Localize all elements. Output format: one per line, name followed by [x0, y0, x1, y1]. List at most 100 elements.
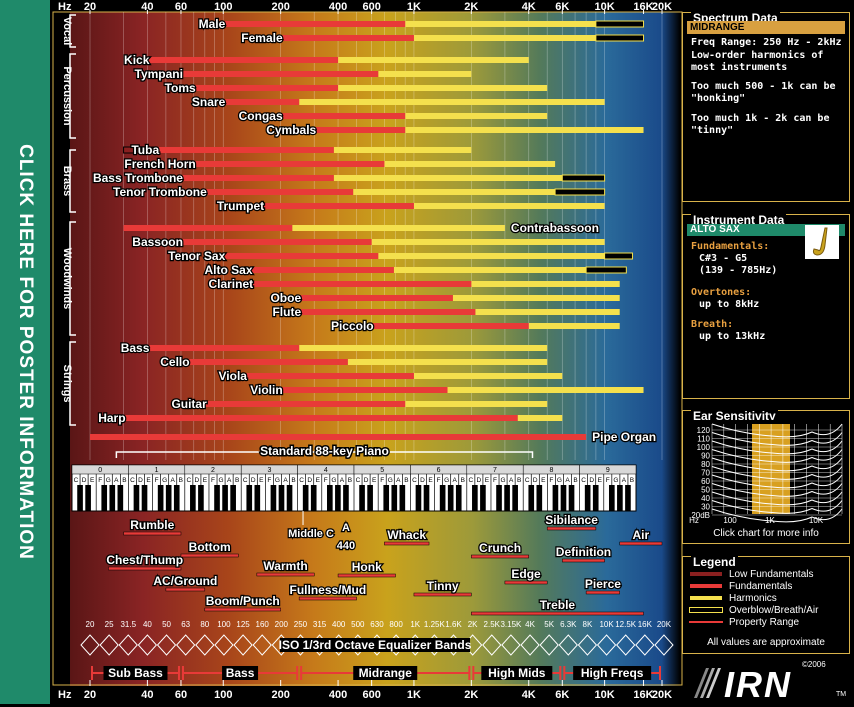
instrument-row-piccolo[interactable]: Piccolo: [330, 318, 620, 334]
iso-band-shape[interactable]: [482, 634, 502, 656]
instrument-label[interactable]: Bassoon: [131, 234, 184, 251]
property-range-bar[interactable]: [504, 580, 548, 585]
property-label[interactable]: Honk: [351, 559, 384, 576]
instrument-row-snare[interactable]: Snare: [191, 94, 605, 110]
property-range-bar[interactable]: [546, 526, 597, 531]
instrument-label[interactable]: Tenor Trombone: [112, 184, 209, 201]
instrument-row-tenor-trombone[interactable]: Tenor Trombone: [112, 184, 606, 201]
instrument-row-bassoon[interactable]: Bassoon: [131, 234, 605, 251]
property-range-bar[interactable]: [562, 558, 605, 563]
iso-band-shape[interactable]: [558, 634, 578, 656]
instrument-label[interactable]: Pipe Organ: [591, 429, 658, 446]
property-label[interactable]: Crunch: [478, 540, 523, 557]
instrument-label[interactable]: Guitar: [170, 396, 208, 413]
harmonics-bar[interactable]: [378, 71, 472, 77]
fundamentals-bar[interactable]: [299, 309, 476, 315]
overblow-bar[interactable]: [585, 266, 627, 274]
overblow-bar[interactable]: [604, 252, 633, 260]
fundamentals-bar[interactable]: [157, 147, 334, 153]
fundamentals-bar[interactable]: [250, 267, 394, 273]
property-label[interactable]: Chest/Thump: [105, 552, 184, 569]
range-label[interactable]: Midrange: [359, 666, 413, 680]
fundamentals-bar[interactable]: [262, 203, 414, 209]
instrument-label[interactable]: Male: [197, 16, 227, 33]
iso-band-shape[interactable]: [252, 634, 272, 656]
harmonics-bar[interactable]: [384, 161, 556, 167]
harmonics-bar[interactable]: [378, 253, 605, 259]
property-range-bar[interactable]: [256, 572, 315, 577]
property-range-bar[interactable]: [471, 554, 529, 559]
equal-loudness-curve[interactable]: [711, 483, 843, 497]
harmonics-bar[interactable]: [405, 127, 644, 133]
iso-band-shape[interactable]: [501, 634, 521, 656]
iso-band-shape[interactable]: [175, 634, 196, 656]
property-label[interactable]: Sibilance: [544, 512, 600, 529]
harmonics-bar[interactable]: [393, 267, 587, 273]
instrument-row-bass-trombone[interactable]: Bass Trombone: [92, 170, 606, 187]
instrument-row-kick[interactable]: Kick: [123, 52, 529, 69]
instrument-row-cello[interactable]: Cello: [159, 354, 548, 370]
fundamentals-bar[interactable]: [314, 127, 406, 133]
property-range-bar[interactable]: [123, 531, 182, 536]
instrument-label[interactable]: Alto Sax: [203, 262, 254, 279]
property-label[interactable]: Definition: [555, 544, 613, 561]
instrument-label[interactable]: Flute: [271, 304, 302, 321]
instrument-row-male[interactable]: Male: [197, 16, 645, 33]
property-label[interactable]: Whack: [386, 527, 428, 544]
property-range-bar[interactable]: [204, 607, 281, 612]
property-label[interactable]: Tinny: [425, 578, 460, 595]
instrument-label[interactable]: French Horn: [123, 156, 197, 173]
harmonics-bar[interactable]: [471, 281, 620, 287]
instrument-label[interactable]: Bass Trombone: [92, 170, 185, 187]
instrument-label[interactable]: Contrabassoon: [510, 220, 601, 237]
equal-loudness-curve[interactable]: [711, 423, 843, 438]
instrument-label[interactable]: Clarinet: [207, 276, 254, 293]
property-label[interactable]: Bottom: [187, 539, 232, 556]
instrument-row-tympani[interactable]: Tympani: [133, 66, 472, 83]
property-label[interactable]: Boom/Punch: [204, 593, 281, 610]
instrument-label[interactable]: Kick: [123, 52, 151, 69]
range-label[interactable]: Sub Bass: [108, 666, 163, 680]
iso-band-shape[interactable]: [577, 634, 598, 656]
range-label[interactable]: Bass: [226, 666, 255, 680]
fundamentals-bar[interactable]: [223, 99, 300, 105]
equal-loudness-curve[interactable]: [711, 508, 843, 523]
property-range-bar[interactable]: [413, 592, 472, 597]
fundamentals-bar[interactable]: [223, 21, 406, 27]
property-label[interactable]: Fullness/Mud: [288, 582, 367, 599]
fundamentals-bar[interactable]: [251, 281, 472, 287]
fundamentals-bar[interactable]: [204, 401, 406, 407]
property-range-bar[interactable]: [619, 541, 663, 546]
harmonics-bar[interactable]: [413, 35, 596, 41]
equal-loudness-curve[interactable]: [711, 491, 843, 506]
instrument-row-congas[interactable]: Congas: [237, 108, 548, 124]
instrument-row-trumpet[interactable]: Trumpet: [216, 198, 605, 214]
harmonics-bar[interactable]: [447, 387, 644, 393]
instrument-label[interactable]: Cymbals: [265, 122, 318, 139]
harmonics-bar[interactable]: [405, 21, 596, 27]
iso-band-shape[interactable]: [635, 634, 655, 656]
instrument-label[interactable]: Tuba: [130, 142, 161, 159]
property-label[interactable]: Rumble: [129, 517, 176, 534]
overblow-bar[interactable]: [554, 188, 606, 196]
property-label[interactable]: AC/Ground: [152, 573, 219, 590]
harmonics-bar[interactable]: [413, 203, 605, 209]
equal-loudness-curve[interactable]: [711, 466, 843, 480]
fundamentals-bar[interactable]: [299, 295, 453, 301]
harmonics-bar[interactable]: [475, 309, 620, 315]
ear-sensitivity-panel[interactable]: Ear Sensitivity 120 110 100 90 80 70 60 50 40 30 2…: [682, 409, 850, 544]
poster-info-button[interactable]: CLICK HERE FOR POSTER INFORMATION: [0, 0, 50, 704]
fundamentals-bar[interactable]: [371, 323, 529, 329]
instrument-row-french-horn[interactable]: French Horn: [123, 156, 556, 173]
instrument-label[interactable]: Tympani: [133, 66, 184, 83]
overblow-bar[interactable]: [595, 34, 645, 42]
instrument-label[interactable]: Viola: [217, 368, 248, 385]
low-fundamentals-bar[interactable]: [123, 344, 148, 352]
overblow-bar[interactable]: [561, 174, 606, 182]
harmonics-bar[interactable]: [452, 295, 620, 301]
iso-band-shape[interactable]: [616, 634, 636, 656]
iso-band-shape[interactable]: [195, 634, 215, 656]
harmonics-bar[interactable]: [371, 239, 605, 245]
iso-band-shape[interactable]: [80, 634, 100, 656]
